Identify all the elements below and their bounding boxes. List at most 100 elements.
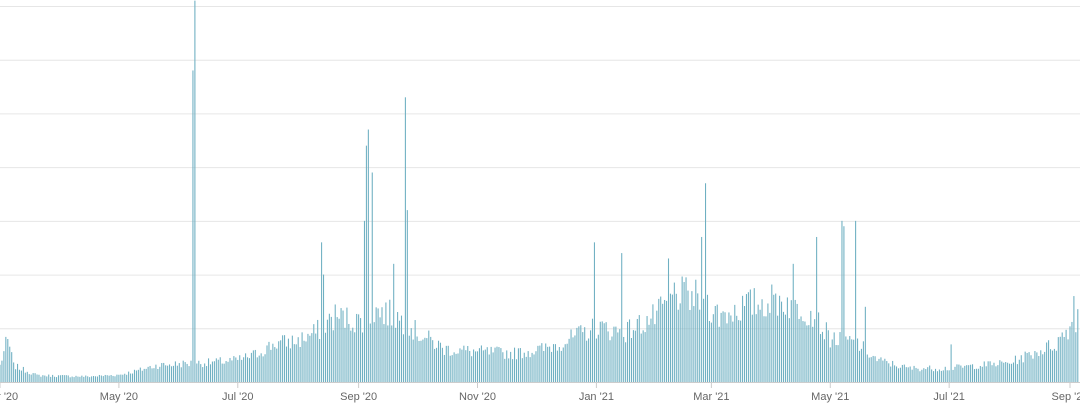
bar <box>85 375 87 382</box>
bar <box>186 363 188 382</box>
bar <box>757 304 759 382</box>
bar <box>880 357 882 382</box>
bar <box>192 70 194 383</box>
bar <box>938 369 940 382</box>
bar <box>751 314 753 382</box>
bar <box>714 306 716 382</box>
bar <box>769 312 771 382</box>
bar <box>161 363 163 382</box>
bar <box>712 314 714 382</box>
bar <box>395 327 397 382</box>
bar <box>365 145 367 382</box>
bar <box>358 314 360 382</box>
bar <box>42 375 44 382</box>
bar <box>89 377 91 382</box>
bar <box>264 354 266 382</box>
bar <box>726 323 728 382</box>
bar <box>77 376 79 382</box>
bar <box>786 297 788 382</box>
bar <box>679 303 681 382</box>
bar <box>71 376 73 382</box>
bar <box>868 357 870 382</box>
bar <box>133 369 136 382</box>
bar <box>701 236 703 382</box>
bar <box>584 327 586 382</box>
bar <box>371 172 373 382</box>
bar <box>361 332 364 382</box>
bar <box>118 374 120 382</box>
bar <box>1028 352 1030 382</box>
bar <box>621 253 623 382</box>
bar <box>782 311 785 382</box>
bar <box>182 360 184 382</box>
bar <box>490 346 492 382</box>
bar <box>582 332 584 382</box>
bar <box>336 317 338 382</box>
bar <box>749 289 751 382</box>
bar <box>905 367 907 382</box>
bar <box>802 321 804 382</box>
bar <box>299 347 301 382</box>
bar <box>305 341 307 382</box>
bar <box>857 338 859 382</box>
bar <box>418 341 420 382</box>
bar <box>566 343 568 382</box>
bar <box>841 220 843 382</box>
bar <box>502 352 504 382</box>
bar <box>1012 362 1015 382</box>
bar <box>54 376 56 382</box>
bar <box>962 367 964 382</box>
bar <box>874 356 876 382</box>
bar <box>252 350 254 382</box>
bar <box>552 344 555 382</box>
bar <box>147 366 149 382</box>
bar <box>917 368 919 382</box>
bar <box>798 318 800 382</box>
bar <box>730 315 732 382</box>
bar <box>399 320 401 382</box>
bar <box>471 356 473 382</box>
bar <box>593 242 595 382</box>
bar <box>907 367 909 382</box>
bar <box>463 345 465 382</box>
bar <box>777 315 779 382</box>
bar <box>870 357 872 382</box>
bar <box>484 349 486 382</box>
bar <box>276 348 278 382</box>
bar <box>321 242 323 382</box>
bar <box>1065 329 1067 382</box>
bar <box>662 303 664 382</box>
bar <box>350 330 352 382</box>
bar <box>188 366 190 382</box>
bar <box>256 357 258 382</box>
bar <box>61 374 63 382</box>
bar <box>549 346 551 382</box>
bar <box>972 364 974 382</box>
bar <box>1009 363 1011 382</box>
x-tick-label: May '20 <box>100 391 138 403</box>
bar <box>675 293 677 382</box>
bar <box>449 355 451 382</box>
bar <box>909 366 911 382</box>
bar <box>410 328 412 382</box>
bar <box>695 279 697 382</box>
bar <box>221 363 223 382</box>
bar <box>1007 362 1009 382</box>
bar <box>765 316 767 382</box>
bar <box>309 335 311 382</box>
bar <box>1046 342 1048 382</box>
bar <box>508 358 510 382</box>
bar <box>771 284 773 382</box>
bar <box>250 352 252 382</box>
bar <box>46 376 48 382</box>
bar <box>381 307 383 382</box>
bar <box>295 344 297 382</box>
bar <box>627 321 629 382</box>
bar <box>740 320 742 382</box>
bar <box>586 340 588 382</box>
bar <box>352 327 354 382</box>
bar <box>591 318 594 382</box>
bar <box>245 353 247 382</box>
bar <box>736 315 738 382</box>
bar <box>344 327 346 382</box>
